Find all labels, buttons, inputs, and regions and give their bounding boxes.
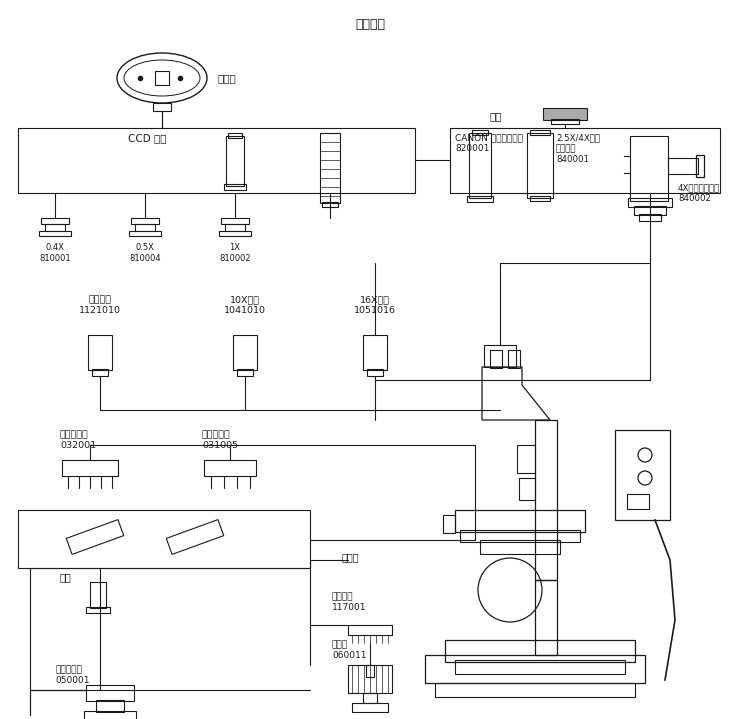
Bar <box>490 350 502 368</box>
Bar <box>155 71 169 85</box>
Bar <box>443 515 455 533</box>
Bar <box>129 231 161 236</box>
Text: 1X
810002: 1X 810002 <box>219 243 251 263</box>
Bar <box>628 198 672 207</box>
Bar <box>530 196 550 201</box>
Bar <box>366 665 374 677</box>
Text: 4X对焦摄影装置
840002: 4X对焦摄影装置 840002 <box>678 183 720 203</box>
Bar <box>96 700 124 712</box>
Bar <box>86 607 110 613</box>
Bar <box>233 335 257 370</box>
Bar <box>445 640 635 662</box>
Text: 16X目镜
1051016: 16X目镜 1051016 <box>354 295 396 315</box>
Bar <box>367 369 383 376</box>
Bar <box>455 660 625 674</box>
Bar <box>320 133 340 203</box>
Bar <box>425 655 645 683</box>
Text: 四孔转换器
031005: 四孔转换器 031005 <box>202 430 238 450</box>
Bar <box>219 231 251 236</box>
Bar <box>84 711 136 719</box>
Bar <box>225 224 245 231</box>
Bar <box>18 510 310 568</box>
Text: 阿贝聚光镜
050001: 阿贝聚光镜 050001 <box>55 665 89 685</box>
Text: 摄像仪: 摄像仪 <box>217 73 236 83</box>
Text: 系统图解: 系统图解 <box>355 18 385 31</box>
Bar <box>92 369 108 376</box>
Bar <box>627 494 649 509</box>
Bar <box>455 510 585 532</box>
Bar <box>237 369 253 376</box>
Bar <box>519 478 535 500</box>
Text: 物镜: 物镜 <box>60 572 72 582</box>
Text: 滤色片: 滤色片 <box>342 552 360 562</box>
Text: 分划目镜
1121010: 分划目镜 1121010 <box>79 295 121 315</box>
Bar <box>86 685 134 701</box>
Bar <box>480 540 560 554</box>
Bar <box>615 430 670 520</box>
Bar <box>467 196 493 202</box>
Bar <box>348 625 392 635</box>
Text: 视场光栏
117001: 视场光栏 117001 <box>332 592 367 612</box>
Bar <box>62 460 118 476</box>
Bar <box>135 224 155 231</box>
Bar <box>226 136 244 186</box>
Bar <box>460 530 580 542</box>
Text: 集光器
060011: 集光器 060011 <box>332 640 367 660</box>
Bar <box>469 133 491 198</box>
Bar <box>88 335 112 370</box>
Bar <box>535 420 557 580</box>
Bar <box>90 582 106 608</box>
Bar <box>472 130 488 135</box>
Bar <box>543 108 587 120</box>
Bar <box>322 202 338 207</box>
Bar <box>527 133 553 198</box>
Text: 2.5X/4X变倍
摄影装置
840001: 2.5X/4X变倍 摄影装置 840001 <box>556 133 600 164</box>
Bar <box>224 184 246 190</box>
Text: 0.5X
810004: 0.5X 810004 <box>129 243 161 263</box>
Bar <box>435 683 635 697</box>
Bar <box>696 155 704 177</box>
Bar <box>18 128 415 193</box>
Bar <box>348 665 392 693</box>
Bar <box>45 224 65 231</box>
Bar <box>221 218 249 224</box>
Bar <box>530 130 550 135</box>
Bar <box>204 460 256 476</box>
Bar <box>352 703 388 712</box>
Text: 五孔转换器
032001: 五孔转换器 032001 <box>60 430 96 450</box>
Text: 0.4X
810001: 0.4X 810001 <box>39 243 71 263</box>
Bar <box>508 350 520 368</box>
Text: 卡环: 卡环 <box>490 111 503 121</box>
Bar <box>363 693 377 703</box>
Bar <box>363 335 387 370</box>
Bar <box>668 158 698 174</box>
Bar <box>131 218 159 224</box>
Bar <box>153 103 171 111</box>
Bar <box>517 445 535 473</box>
Bar <box>41 218 69 224</box>
Bar <box>639 214 661 221</box>
Bar <box>450 128 720 193</box>
Bar <box>39 231 71 236</box>
Bar <box>535 580 557 655</box>
Text: CANON 数码相机接头
820001: CANON 数码相机接头 820001 <box>455 133 523 153</box>
Bar <box>634 206 666 215</box>
Text: 10X目镜
1041010: 10X目镜 1041010 <box>224 295 266 315</box>
Text: CCD 接头: CCD 接头 <box>128 133 166 143</box>
Bar <box>228 133 242 138</box>
Bar <box>551 119 579 124</box>
Bar <box>630 136 668 201</box>
Bar <box>484 345 516 367</box>
